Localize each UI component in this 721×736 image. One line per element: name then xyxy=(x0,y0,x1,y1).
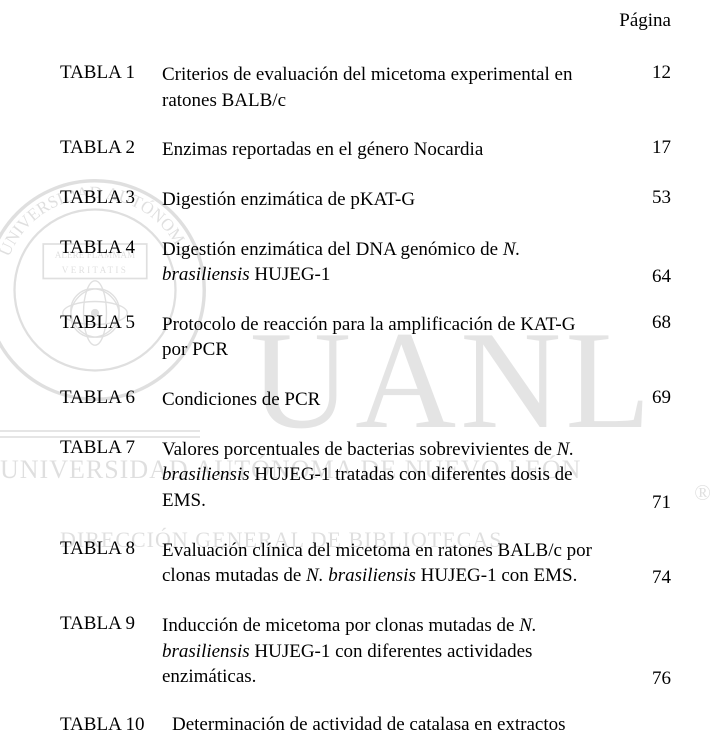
table-row: TABLA 9 Inducción de micetoma por clonas… xyxy=(60,613,671,690)
entry-desc-italic: N. brasiliensis xyxy=(306,565,416,586)
entry-label: TABLA 5 xyxy=(60,312,162,334)
entry-desc-post: HUJEG-1 con EMS. xyxy=(416,565,578,586)
header-row: Página xyxy=(60,0,671,62)
table-row: TABLA 5 Protocolo de reacción para la am… xyxy=(60,312,671,363)
entry-page: 71 xyxy=(621,492,671,514)
entry-desc-pre: Valores porcentuales de bacterias sobrev… xyxy=(162,439,557,460)
table-row: TABLA 8 Evaluación clínica del micetoma … xyxy=(60,538,671,589)
entry-label: TABLA 1 xyxy=(60,62,162,84)
entry-page: 12 xyxy=(621,62,671,84)
entry-label: TABLA 6 xyxy=(60,387,162,409)
entry-description: Digestión enzimática de pKAT-G xyxy=(162,187,621,213)
entry-description: Determinación de actividad de catalasa e… xyxy=(172,714,566,736)
entry-description: Criterios de evaluación del micetoma exp… xyxy=(162,62,621,113)
entry-desc-pre: Digestión enzimática del DNA genómico de xyxy=(162,239,503,260)
entry-description: Valores porcentuales de bacterias sobrev… xyxy=(162,437,621,514)
page-column-header: Página xyxy=(619,10,671,32)
entry-label: TABLA 2 xyxy=(60,137,162,159)
entry-description: Digestión enzimática del DNA genómico de… xyxy=(162,237,621,288)
entry-description: Protocolo de reacción para la amplificac… xyxy=(162,312,621,363)
entry-description: Evaluación clínica del micetoma en raton… xyxy=(162,538,621,589)
entry-page: 76 xyxy=(621,668,671,690)
entry-desc-post: HUJEG-1 xyxy=(250,264,331,285)
entry-page: 68 xyxy=(621,312,671,334)
entry-page: 17 xyxy=(621,137,671,159)
entry-label: TABLA 3 xyxy=(60,187,162,209)
table-row: TABLA 1 Criterios de evaluación del mice… xyxy=(60,62,671,113)
entry-description: Condiciones de PCR xyxy=(162,387,621,413)
content-area: Página TABLA 1 Criterios de evaluación d… xyxy=(0,0,721,736)
entry-label: TABLA 10 xyxy=(60,714,172,736)
entry-label: TABLA 9 xyxy=(60,613,162,635)
entry-page: 64 xyxy=(621,266,671,288)
entry-page: 53 xyxy=(621,187,671,209)
entry-page: 69 xyxy=(621,387,671,409)
entry-label: TABLA 7 xyxy=(60,437,162,459)
entry-description: Inducción de micetoma por clonas mutadas… xyxy=(162,613,621,690)
entry-desc-pre: Inducción de micetoma por clonas mutadas… xyxy=(162,615,519,636)
table-row: TABLA 10 Determinación de actividad de c… xyxy=(60,714,671,736)
entry-description: Enzimas reportadas en el género Nocardia xyxy=(162,137,621,163)
table-row: TABLA 2 Enzimas reportadas en el género … xyxy=(60,137,671,163)
entry-label: TABLA 4 xyxy=(60,237,162,259)
entry-label: TABLA 8 xyxy=(60,538,162,560)
entry-page: 74 xyxy=(621,567,671,589)
table-row: TABLA 4 Digestión enzimática del DNA gen… xyxy=(60,237,671,288)
table-row: TABLA 3 Digestión enzimática de pKAT-G 5… xyxy=(60,187,671,213)
table-row: TABLA 7 Valores porcentuales de bacteria… xyxy=(60,437,671,514)
table-row: TABLA 6 Condiciones de PCR 69 xyxy=(60,387,671,413)
